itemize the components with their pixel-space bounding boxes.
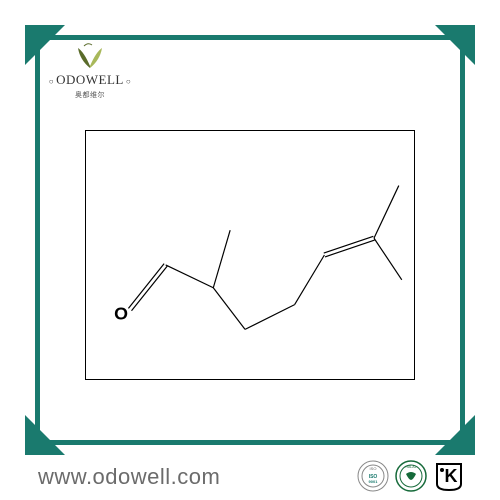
svg-text:9001: 9001 [369,479,379,484]
brand-logo: ODOWELL 奥都维尔 [45,40,135,100]
chemical-structure: O [85,130,415,380]
svg-text:ISO: ISO [370,466,377,471]
frame-corner-tr [435,25,475,65]
frame-corner-bl [25,415,65,455]
brand-subtitle: 奥都维尔 [45,90,135,100]
svg-text:HALAL: HALAL [405,465,416,469]
svg-text:O: O [114,303,128,323]
frame-border-left [35,35,40,445]
frame-border-right [460,35,465,445]
halal-badge: HALAL [395,460,427,492]
website-url: www.odowell.com [38,464,220,490]
brand-name: ODOWELL [45,72,135,88]
iso-badge: ISO ISO 9001 [357,460,389,492]
kosher-badge: K [433,460,465,492]
leaf-icon [70,40,110,70]
molecule-svg: O [86,131,414,379]
svg-text:K: K [445,466,458,486]
frame-corner-br [435,415,475,455]
certification-badges: ISO ISO 9001 HALAL K [357,460,465,492]
frame-border-bottom [35,440,465,445]
